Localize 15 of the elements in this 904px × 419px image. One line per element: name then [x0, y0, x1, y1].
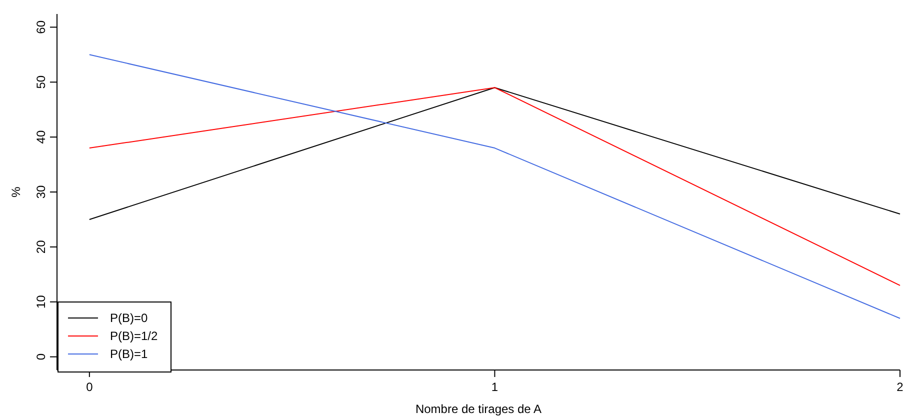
legend-label: P(B)=0 — [110, 311, 148, 325]
y-tick-label: 10 — [34, 294, 48, 309]
legend-label: P(B)=1/2 — [110, 329, 158, 343]
y-tick-label: 40 — [34, 130, 48, 144]
y-tick-label: 0 — [34, 353, 48, 360]
y-tick-label: 50 — [34, 75, 48, 89]
x-axis-title: Nombre de tirages de A — [415, 402, 542, 416]
x-tick-label: 2 — [896, 380, 904, 394]
y-tick-label: 20 — [34, 240, 48, 254]
y-tick-label: 30 — [34, 185, 48, 199]
y-axis-title: % — [9, 186, 23, 198]
legend-label: P(B)=1 — [110, 347, 148, 361]
x-tick-label: 0 — [86, 380, 94, 394]
y-tick-label: 60 — [34, 20, 48, 34]
x-tick-label: 1 — [491, 380, 498, 394]
